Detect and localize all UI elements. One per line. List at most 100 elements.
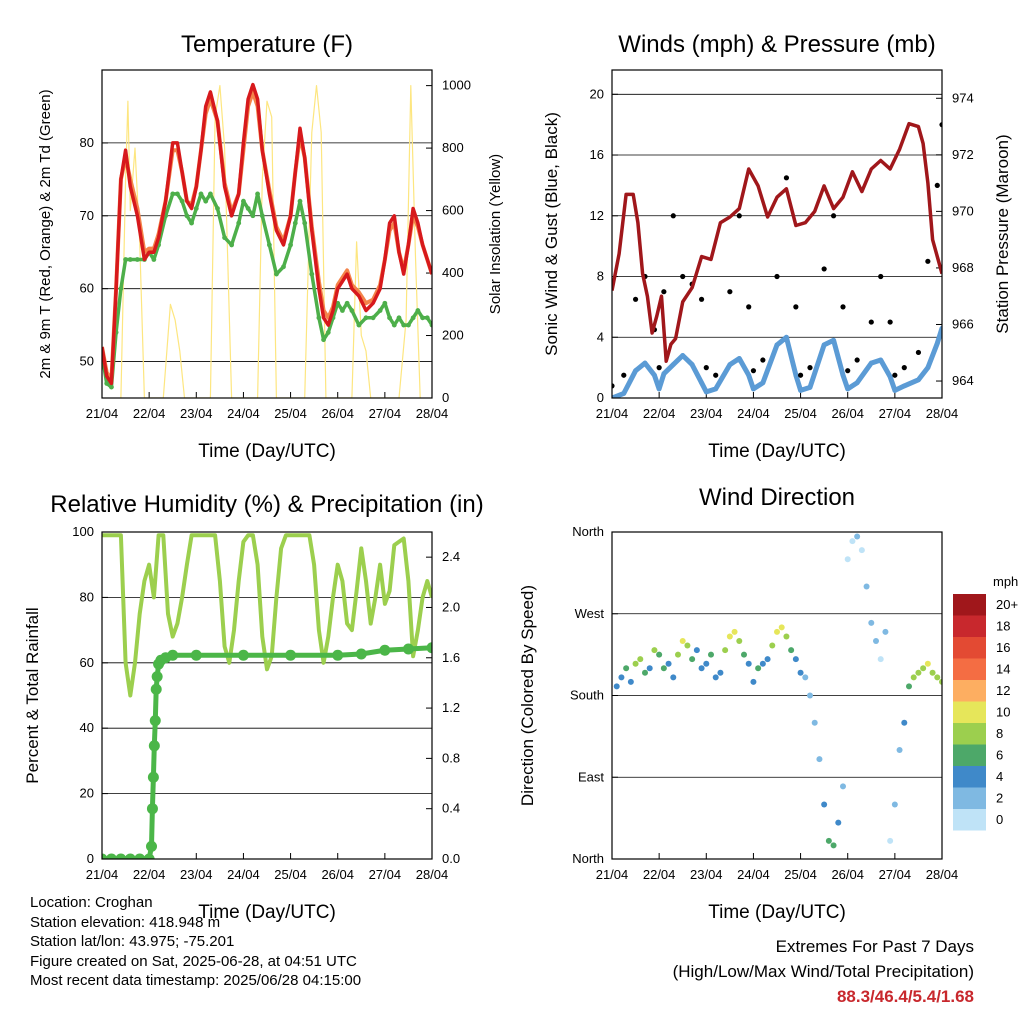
precip-point xyxy=(148,740,160,752)
y-tick-label-right: 200 xyxy=(442,328,464,343)
direction-point xyxy=(835,819,842,826)
y-tick-label-right: 968 xyxy=(952,260,974,275)
x-tick-label: 27/04 xyxy=(369,406,402,421)
direction-point xyxy=(731,628,738,635)
direction-point xyxy=(684,642,691,649)
y-tick-label: 20 xyxy=(590,86,604,101)
wind-point xyxy=(831,337,836,343)
dewpoint-point xyxy=(406,322,411,328)
gust-point xyxy=(821,266,827,272)
precip-point xyxy=(143,853,155,859)
y-tick-label: 60 xyxy=(80,655,94,670)
precip-point xyxy=(124,853,136,859)
direction-point xyxy=(891,801,898,808)
direction-point xyxy=(722,647,729,654)
x-tick-label: 21/04 xyxy=(86,867,119,882)
gust-point xyxy=(868,319,874,325)
y-tick-label-right: 600 xyxy=(442,203,464,218)
gust-point xyxy=(670,213,676,219)
x-tick-label: 24/04 xyxy=(737,406,770,421)
plot-area xyxy=(612,121,942,398)
y-tick-label: 50 xyxy=(80,354,94,369)
x-tick-label: 21/04 xyxy=(596,867,629,882)
direction-point xyxy=(797,669,804,676)
figure-created: Figure created on Sat, 2025-06-28, at 04… xyxy=(30,952,357,970)
dewpoint-point xyxy=(382,300,388,306)
gust-point xyxy=(807,365,813,371)
direction-point xyxy=(675,651,681,658)
precip-point xyxy=(115,853,127,859)
y-axis-label: Direction (Colored By Speed) xyxy=(518,585,537,806)
dewpoint-point xyxy=(118,286,124,292)
dewpoint-point xyxy=(309,271,315,277)
y-tick-label: 80 xyxy=(80,589,94,604)
legend-swatch xyxy=(953,637,986,659)
dewpoint-point xyxy=(288,242,293,248)
wind-point xyxy=(642,360,648,366)
station-location: Location: Croghan xyxy=(30,894,153,911)
wind-point xyxy=(656,386,662,392)
direction-point xyxy=(802,674,809,681)
direction-point xyxy=(783,633,790,640)
precip-point xyxy=(332,649,344,661)
x-tick-label: 22/04 xyxy=(643,406,676,421)
direction-point xyxy=(807,692,813,699)
direction-point xyxy=(854,533,861,540)
precip-point xyxy=(134,853,146,859)
gust-point xyxy=(925,258,931,264)
wind-point xyxy=(736,356,742,361)
legend-swatch xyxy=(953,766,986,788)
dewpoint-point xyxy=(396,315,402,321)
solar-line xyxy=(120,85,421,398)
x-tick-label: 23/04 xyxy=(180,406,213,421)
x-tick-label: 23/04 xyxy=(690,406,723,421)
x-tick-label: 21/04 xyxy=(86,406,119,421)
rh-line xyxy=(102,533,432,698)
dewpoint-point xyxy=(387,315,392,321)
direction-point xyxy=(830,842,837,849)
y-axis-label-right: Solar Insolation (Yellow) xyxy=(487,154,504,314)
precip-point xyxy=(105,853,117,859)
y-tick-label-right: 0.8 xyxy=(442,750,460,765)
direction-point xyxy=(844,556,851,563)
direction-point xyxy=(816,756,823,763)
pressure-line xyxy=(612,121,942,363)
direction-point xyxy=(627,678,634,685)
y-tick-label: 8 xyxy=(597,269,604,284)
direction-point xyxy=(726,633,733,640)
dewpoint-point xyxy=(321,337,326,343)
direction-point xyxy=(613,683,620,690)
dewpoint-point xyxy=(193,206,199,211)
legend-swatch xyxy=(953,701,986,723)
gust-point xyxy=(703,365,709,371)
x-tick-label: 22/04 xyxy=(133,867,166,882)
x-tick-label: 21/04 xyxy=(596,406,629,421)
gust-point xyxy=(901,365,907,371)
direction-point xyxy=(689,656,696,663)
wind-point xyxy=(840,372,846,378)
dewpoint-point xyxy=(198,191,204,197)
precip-line xyxy=(102,645,432,859)
dewpoint-point xyxy=(266,242,272,248)
dewpoint-point xyxy=(229,242,235,248)
precip-point xyxy=(147,771,159,783)
x-tick-label: 22/04 xyxy=(643,867,676,882)
y-tick-label-right: 2.4 xyxy=(442,549,460,564)
legend-swatch xyxy=(953,594,986,616)
gust-point xyxy=(845,368,851,374)
station-latlon: Station lat/lon: 43.975; -75.201 xyxy=(30,933,235,950)
precip-point xyxy=(150,683,162,695)
direction-point xyxy=(906,683,912,690)
gust-point xyxy=(746,304,752,310)
wind-point xyxy=(887,374,893,380)
y-axis-label: Sonic Wind & Gust (Blue, Black) xyxy=(542,112,561,356)
dewpoint-point xyxy=(215,206,220,211)
dewpoint-point xyxy=(424,315,430,321)
precip-point xyxy=(237,649,249,661)
x-tick-label: 25/04 xyxy=(274,867,307,882)
direction-point xyxy=(887,837,894,844)
dewpoint-point xyxy=(410,315,416,321)
direction-point xyxy=(849,538,856,545)
x-tick-label: 25/04 xyxy=(274,406,307,421)
x-tick-label: 28/04 xyxy=(416,867,449,882)
